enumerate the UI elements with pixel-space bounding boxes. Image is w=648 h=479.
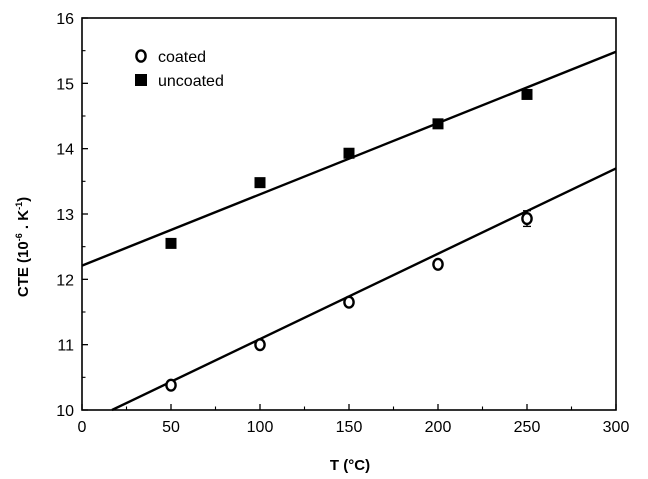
y-tick-label: 10 <box>56 403 74 420</box>
data-point-uncoated <box>343 147 355 159</box>
x-tick-label: 250 <box>514 419 541 436</box>
y-tick-label: 15 <box>56 76 74 93</box>
x-tick-label: 150 <box>336 419 363 436</box>
y-tick-label: 11 <box>57 338 74 355</box>
data-point-uncoated <box>432 118 444 130</box>
data-markers <box>165 88 533 392</box>
y-axis-title-suffix: ) <box>15 197 32 202</box>
data-point-coated <box>521 211 533 226</box>
data-point-coated <box>432 257 444 271</box>
y-axis-ticks: 10 11 12 13 14 15 16 <box>56 11 88 420</box>
x-tick-label: 300 <box>603 419 630 436</box>
legend-label-uncoated: uncoated <box>158 73 224 90</box>
data-point-coated <box>165 378 177 392</box>
y-axis-title-middle: . K <box>15 210 32 234</box>
x-tick-label: 100 <box>247 419 274 436</box>
fit-line-coated <box>111 167 617 412</box>
y-tick-label: 13 <box>56 207 74 224</box>
data-point-coated <box>343 295 355 309</box>
y-axis-title: CTE (10-6 . K-1) <box>14 197 32 297</box>
y-tick-label: 14 <box>56 142 74 159</box>
data-point-coated <box>254 338 266 352</box>
y-axis-title-prefix: CTE (10 <box>15 241 32 297</box>
data-point-uncoated <box>254 177 266 189</box>
x-axis-ticks: 0 50 100 150 200 250 300 <box>78 404 630 436</box>
x-axis-title: T (°C) <box>330 457 370 474</box>
x-tick-label: 50 <box>162 419 180 436</box>
y-axis-title-exp2: -1 <box>14 202 24 210</box>
fit-lines <box>81 50 617 412</box>
legend-label-coated: coated <box>158 49 206 66</box>
y-tick-label: 12 <box>56 272 74 289</box>
legend-marker-coated <box>135 49 147 63</box>
x-tick-label: 200 <box>425 419 452 436</box>
x-tick-label: 0 <box>78 419 87 436</box>
y-tick-label: 16 <box>56 11 74 28</box>
legend: coated uncoated <box>135 49 224 90</box>
data-point-uncoated <box>165 237 177 249</box>
legend-marker-uncoated <box>135 74 147 86</box>
y-axis-title-exp1: -6 <box>14 233 24 241</box>
data-point-uncoated <box>521 88 533 100</box>
